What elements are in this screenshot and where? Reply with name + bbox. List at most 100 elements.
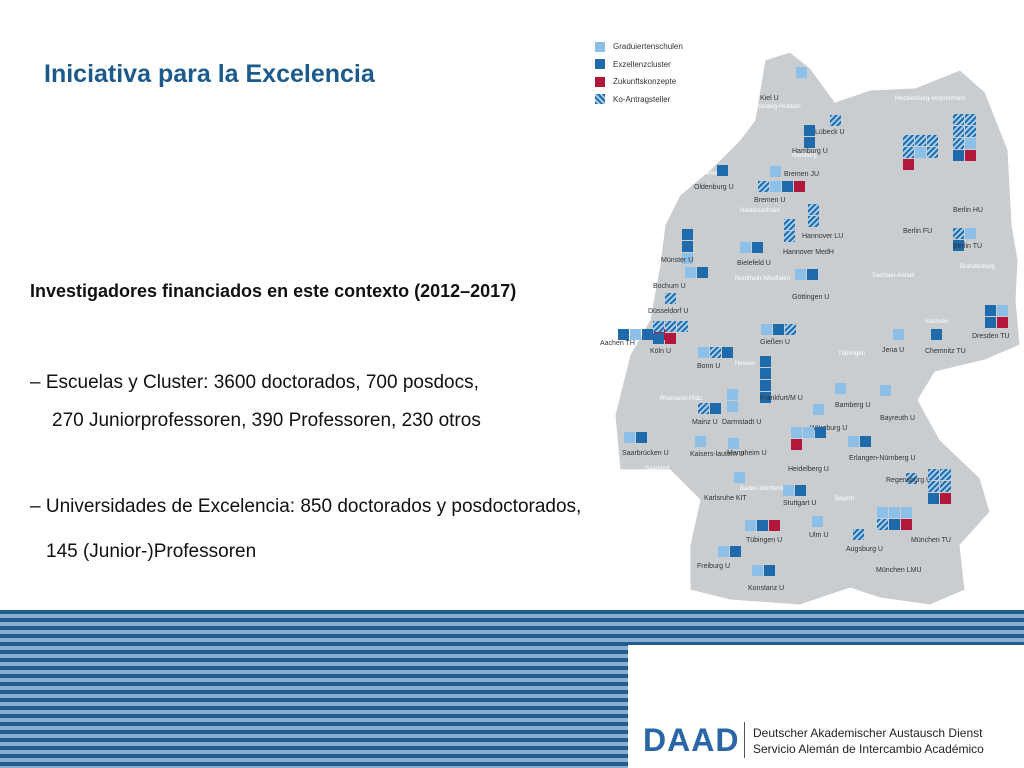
legend-item: Ko-Antragsteller: [595, 91, 683, 109]
university-marker: Bremen JU: [770, 166, 819, 178]
university-label: Erlangen-Nürnberg U: [849, 455, 916, 462]
university-label: Berlin HU: [953, 207, 983, 214]
university-marker: Mannheim U: [727, 438, 767, 457]
marker-box: [665, 293, 676, 304]
marker-box: [928, 481, 939, 492]
university-label: Ulm U: [809, 532, 828, 539]
state-label: Schleswig-Holstein: [750, 104, 801, 110]
university-label: Hannover LU: [802, 233, 843, 240]
university-label: Würzburg U: [810, 425, 847, 432]
marker-box: [915, 135, 926, 146]
marker-box: [803, 427, 814, 438]
marker-box: [940, 469, 951, 480]
state-label: Baden-Württemberg: [740, 486, 794, 492]
marker-box: [665, 321, 676, 332]
marker-box: [808, 204, 819, 215]
marker-box: [642, 329, 653, 340]
marker-box: [906, 473, 917, 484]
marker-box: [795, 269, 806, 280]
university-marker: Erlangen-Nürnberg U: [848, 436, 916, 462]
marker-box: [734, 472, 745, 483]
marker-box: [953, 150, 964, 161]
bullet-line-4: 145 (Junior-)Professoren: [46, 541, 257, 562]
university-label: Kaisers-lautern U: [690, 451, 744, 458]
marker-box: [813, 404, 824, 415]
university-label: Aachen TH: [600, 340, 635, 347]
marker-box: [928, 493, 939, 504]
university-marker: Tübingen U: [745, 520, 782, 544]
university-label: Bremen JU: [784, 171, 819, 178]
marker-box: [791, 427, 802, 438]
university-label: Berlin TU: [953, 243, 982, 250]
university-label: Dresden TU: [972, 333, 1010, 340]
university-label: Augsburg U: [846, 546, 883, 553]
university-label: Lübeck U: [815, 129, 845, 136]
marker-box: [653, 321, 664, 332]
university-marker: München TU: [911, 469, 951, 544]
legend-item: Zukunftskonzepte: [595, 73, 683, 91]
university-label: Bochum U: [653, 283, 686, 290]
university-marker: Dresden TU: [972, 305, 1010, 340]
marker-box: [877, 507, 888, 518]
university-label: Jena U: [882, 347, 904, 354]
marker-box: [893, 329, 904, 340]
legend-item: Graduiertenschulen: [595, 38, 683, 56]
state-label: Bayern: [835, 496, 854, 502]
marker-box: [940, 481, 951, 492]
marker-box: [931, 329, 942, 340]
marker-box: [804, 125, 815, 136]
state-label: Mecklenburg-Vorpommern: [895, 96, 966, 102]
legend-graduate-icon: [595, 41, 605, 52]
university-marker: Hannover MedH: [783, 219, 834, 256]
university-label: Berlin FU: [903, 228, 932, 235]
marker-box: [624, 432, 635, 443]
marker-box: [697, 267, 708, 278]
marker-box: [758, 181, 769, 192]
marker-box: [630, 329, 641, 340]
marker-box: [940, 493, 951, 504]
university-label: Hamburg U: [792, 148, 828, 155]
marker-box: [618, 329, 629, 340]
marker-box: [770, 166, 781, 177]
marker-box: [853, 529, 864, 540]
marker-box: [901, 507, 912, 518]
marker-box: [807, 269, 818, 280]
marker-box: [794, 181, 805, 192]
legend-label: Ko-Antragsteller: [613, 94, 671, 104]
marker-box: [757, 520, 768, 531]
marker-box: [695, 436, 706, 447]
university-label: Gießen U: [760, 339, 790, 346]
marker-box: [685, 267, 696, 278]
university-label: Tübingen U: [746, 537, 782, 544]
university-label: Saarbrücken U: [622, 450, 669, 457]
marker-box: [903, 159, 914, 170]
legend-label: Exzellenzcluster: [613, 59, 671, 69]
marker-box: [953, 114, 964, 125]
marker-box: [717, 165, 728, 176]
marker-box: [830, 115, 841, 126]
marker-box: [889, 507, 900, 518]
marker-box: [760, 380, 771, 391]
state-label: Bremen: [700, 171, 721, 177]
university-marker: Jena U: [882, 329, 904, 354]
university-marker: Freiburg U: [697, 546, 741, 570]
university-label: Hannover MedH: [783, 249, 834, 256]
university-marker: Würzburg U: [810, 404, 847, 432]
bullet-line-1: – Escuelas y Cluster: 3600 doctorados, 7…: [30, 372, 479, 393]
university-label: Regensburg U: [886, 477, 931, 484]
university-marker: Berlin FU: [903, 135, 938, 235]
marker-box: [785, 324, 796, 335]
legend-label: Zukunftskonzepte: [613, 77, 677, 87]
marker-box: [710, 347, 721, 358]
marker-box: [728, 438, 739, 449]
state-label: Niedersachsen: [740, 208, 780, 214]
marker-box: [718, 546, 729, 557]
university-marker: Hannover LU: [802, 204, 843, 240]
university-marker: Lübeck U: [815, 115, 845, 136]
marker-box: [965, 126, 976, 137]
university-marker: Karlsruhe KIT: [704, 472, 748, 502]
university-label: Freiburg U: [697, 563, 730, 570]
bullet-line-3: – Universidades de Excelencia: 850 docto…: [30, 496, 582, 517]
state-label: Brandenburg: [960, 264, 995, 270]
marker-box: [761, 324, 772, 335]
